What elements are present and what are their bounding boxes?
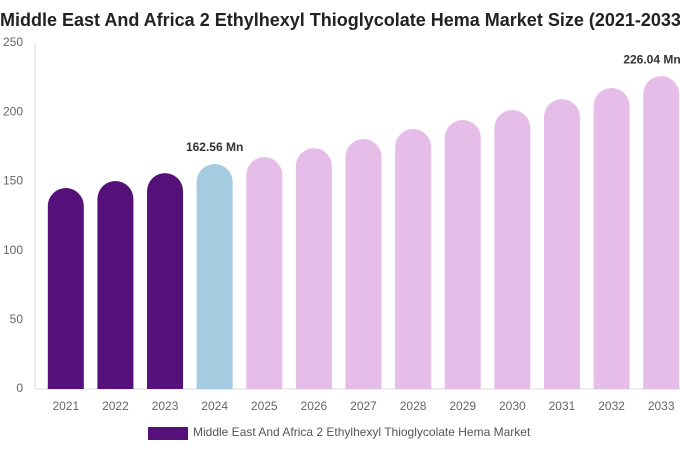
y-tick-label: 0 <box>16 381 23 395</box>
x-tick-label: 2033 <box>648 399 675 413</box>
x-tick-label: 2029 <box>449 399 476 413</box>
x-tick-label: 2025 <box>251 399 278 413</box>
x-tick-label: 2026 <box>301 399 328 413</box>
bar <box>643 76 680 389</box>
bar <box>543 99 580 390</box>
bar <box>395 128 432 389</box>
bar <box>147 173 184 389</box>
y-tick-label: 100 <box>3 243 23 257</box>
x-tick-label: 2022 <box>102 399 129 413</box>
bar <box>97 180 134 389</box>
bar <box>444 119 481 390</box>
x-tick-label: 2031 <box>549 399 576 413</box>
x-tick-label: 2023 <box>152 399 179 413</box>
bar <box>246 157 283 389</box>
x-tick-label: 2024 <box>201 399 228 413</box>
x-tick-label: 2021 <box>52 399 79 413</box>
legend-label: Middle East And Africa 2 Ethylhexyl Thio… <box>193 425 531 439</box>
legend-swatch <box>148 427 188 440</box>
bar <box>47 188 84 389</box>
value-label: 226.04 Mn <box>623 52 680 66</box>
y-tick-label: 50 <box>10 312 24 326</box>
bar <box>345 139 382 389</box>
value-label: 162.56 Mn <box>186 140 243 154</box>
x-tick-label: 2030 <box>499 399 526 413</box>
bar <box>196 164 233 389</box>
x-tick-label: 2032 <box>598 399 625 413</box>
y-tick-label: 250 <box>3 35 23 49</box>
x-tick-label: 2027 <box>350 399 377 413</box>
bar <box>593 87 630 389</box>
bar <box>494 110 531 389</box>
y-tick-label: 150 <box>3 174 23 188</box>
y-tick-label: 200 <box>3 104 23 118</box>
bar <box>295 148 332 389</box>
x-tick-label: 2028 <box>400 399 427 413</box>
chart-title: Middle East And Africa 2 Ethylhexyl Thio… <box>0 10 680 30</box>
